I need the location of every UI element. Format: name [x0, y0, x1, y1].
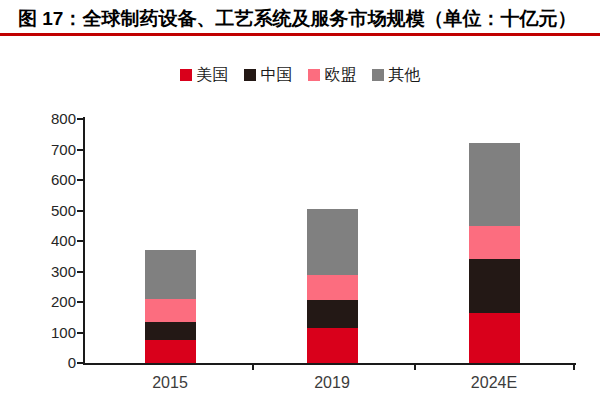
y-axis-tick-label: 200 — [30, 294, 76, 310]
bar-segment — [307, 275, 358, 301]
x-axis-category-label: 2015 — [125, 373, 215, 393]
x-axis-line — [83, 363, 576, 365]
y-axis-tick-label: 600 — [30, 172, 76, 188]
bar-segment — [145, 299, 196, 322]
y-axis-tick — [77, 210, 85, 212]
y-axis-tick — [77, 271, 85, 273]
x-axis-category-label: 2024E — [449, 373, 539, 393]
bar-segment — [307, 300, 358, 327]
y-axis-tick — [77, 149, 85, 151]
x-axis-category-label: 2019 — [287, 373, 377, 393]
y-axis-tick — [77, 118, 85, 120]
bar-segment — [469, 143, 520, 225]
bar-segment — [145, 340, 196, 363]
x-axis-tick — [573, 363, 575, 370]
stacked-bar-chart: 0 100 200 300 400 500 600 700 800 2015 2019 2024E — [0, 0, 600, 400]
y-axis-tick-label: 400 — [30, 233, 76, 249]
bar-segment — [307, 328, 358, 363]
bar-segment — [145, 250, 196, 299]
y-axis-tick-label: 100 — [30, 325, 76, 341]
bar-segment — [469, 313, 520, 363]
bar-segment — [307, 209, 358, 275]
y-axis-tick — [77, 332, 85, 334]
y-axis-tick-label: 800 — [30, 111, 76, 127]
bar-segment — [469, 226, 520, 260]
x-axis-tick — [252, 363, 254, 370]
y-axis-tick-label: 0 — [30, 355, 76, 371]
y-axis-tick — [77, 301, 85, 303]
bar-segment — [145, 322, 196, 340]
report-figure: 图 17：全球制药设备、工艺系统及服务市场规模（单位：十亿元） 美国中国欧盟其他… — [0, 0, 600, 400]
x-axis-tick — [414, 363, 416, 370]
bar-segment — [469, 259, 520, 312]
y-axis-tick — [77, 179, 85, 181]
y-axis-tick-label: 300 — [30, 264, 76, 280]
y-axis-tick — [77, 362, 85, 364]
y-axis-tick-label: 500 — [30, 203, 76, 219]
y-axis-tick — [77, 240, 85, 242]
y-axis-tick-label: 700 — [30, 142, 76, 158]
